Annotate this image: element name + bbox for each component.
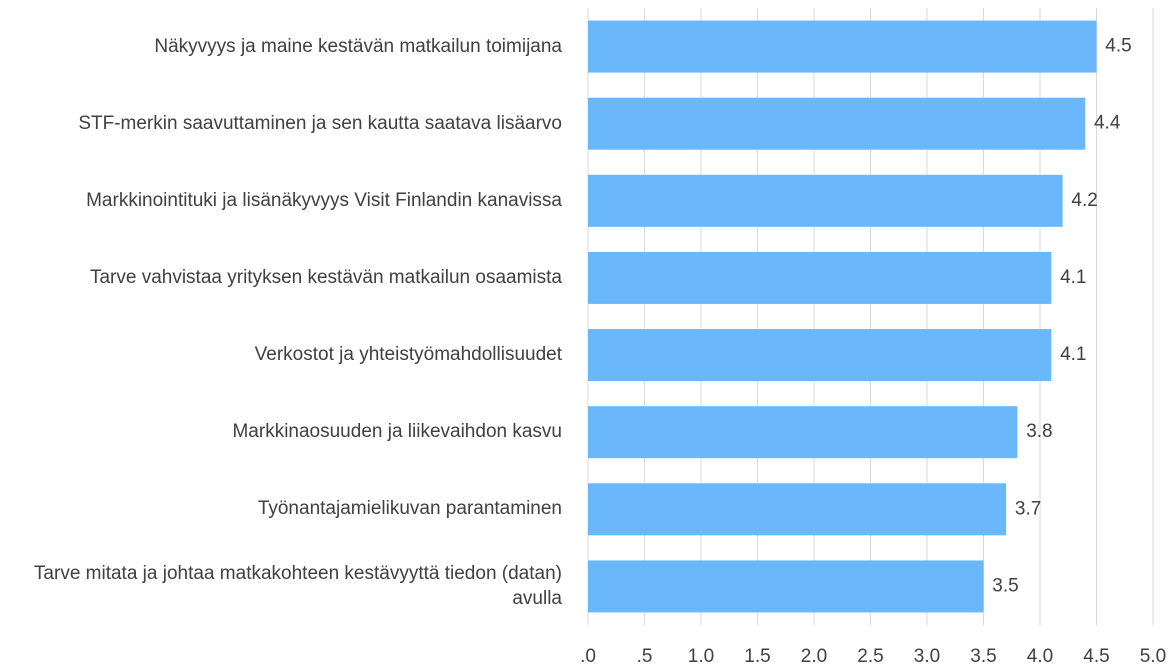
x-tick-label: 2.0: [801, 646, 827, 667]
data-label: 3.7: [1015, 498, 1041, 519]
x-tick-label: 4.0: [1027, 646, 1053, 667]
x-tick-label: 1.5: [744, 646, 770, 667]
x-tick-label: 1.0: [688, 646, 714, 667]
data-label: 4.1: [1060, 344, 1086, 365]
x-tick-label: 5.0: [1140, 646, 1166, 667]
data-label: 4.1: [1060, 267, 1086, 288]
x-tick-label: .0: [580, 646, 596, 667]
category-label: Verkostot ja yhteistyömahdollisuudet: [254, 344, 562, 366]
bar: [588, 406, 1018, 459]
bar: [588, 560, 984, 613]
x-tick-label: .5: [637, 646, 653, 667]
x-tick-label: 3.5: [970, 646, 996, 667]
category-label: STF-merkin saavuttaminen ja sen kautta s…: [78, 112, 562, 134]
bar: [588, 251, 1052, 304]
bar: [588, 20, 1097, 73]
category-label: Tarve mitata ja johtaa matkakohteen kest…: [33, 562, 562, 610]
category-label: Markkinaosuuden ja liikevaihdon kasvu: [232, 421, 562, 443]
bar: [588, 483, 1007, 536]
data-label: 4.2: [1071, 190, 1097, 211]
bar: [588, 329, 1052, 382]
bar: [588, 97, 1086, 150]
category-label: Markkinointituki ja lisänäkyvyys Visit F…: [86, 189, 562, 211]
x-tick-label: 2.5: [857, 646, 883, 667]
data-label: 3.5: [992, 575, 1018, 596]
x-tick-label: 3.0: [914, 646, 940, 667]
bar: [588, 174, 1063, 227]
data-label: 4.5: [1105, 36, 1131, 57]
x-tick-label: 4.5: [1083, 646, 1109, 667]
category-label: Näkyvyys ja maine kestävän matkailun toi…: [154, 35, 562, 57]
category-label: Tarve vahvistaa yrityksen kestävän matka…: [89, 267, 562, 289]
data-label: 4.4: [1094, 113, 1121, 134]
data-label: 3.8: [1026, 421, 1052, 442]
category-label: Työnantajamielikuvan parantaminen: [257, 498, 562, 520]
